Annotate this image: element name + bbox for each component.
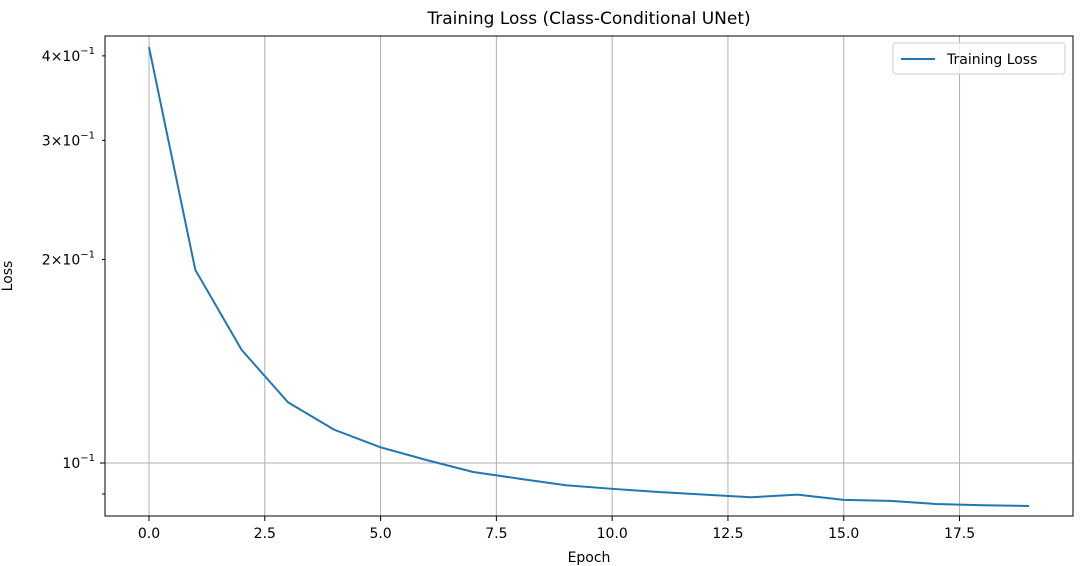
x-tick-label: 12.5 — [712, 526, 743, 542]
x-tick-label: 17.5 — [944, 526, 975, 542]
y-tick-label: 10−1 — [62, 453, 95, 472]
axis-ticks: 0.0 2.5 5.0 7.5 10.0 12.5 15.0 17.5 10−1 2×10−1 3×… — [42, 46, 975, 542]
legend-label-training-loss: Training Loss — [946, 52, 1037, 68]
y-tick-label: 3×10−1 — [42, 130, 95, 149]
series-line-training-loss — [148, 46, 1030, 507]
series-lines — [148, 46, 1030, 507]
x-tick-label: 7.5 — [485, 526, 507, 542]
y-axis-label: Loss — [0, 261, 16, 292]
x-tick-label: 0.0 — [138, 526, 160, 542]
y-tick-label: 4×10−1 — [42, 46, 95, 65]
y-tick-label: 2×10−1 — [42, 249, 95, 268]
grid-lines — [105, 36, 1073, 516]
plot-area-frame — [104, 35, 1074, 517]
x-tick-label: 15.0 — [828, 526, 859, 542]
legend-box — [892, 42, 1066, 75]
x-tick-label: 10.0 — [597, 526, 628, 542]
x-tick-label: 5.0 — [369, 526, 391, 542]
chart-title: Training Loss (Class-Conditional UNet) — [426, 9, 750, 29]
x-tick-label: 2.5 — [254, 526, 276, 542]
x-axis-label: Epoch — [568, 550, 611, 566]
legend: Training Loss — [892, 42, 1066, 75]
